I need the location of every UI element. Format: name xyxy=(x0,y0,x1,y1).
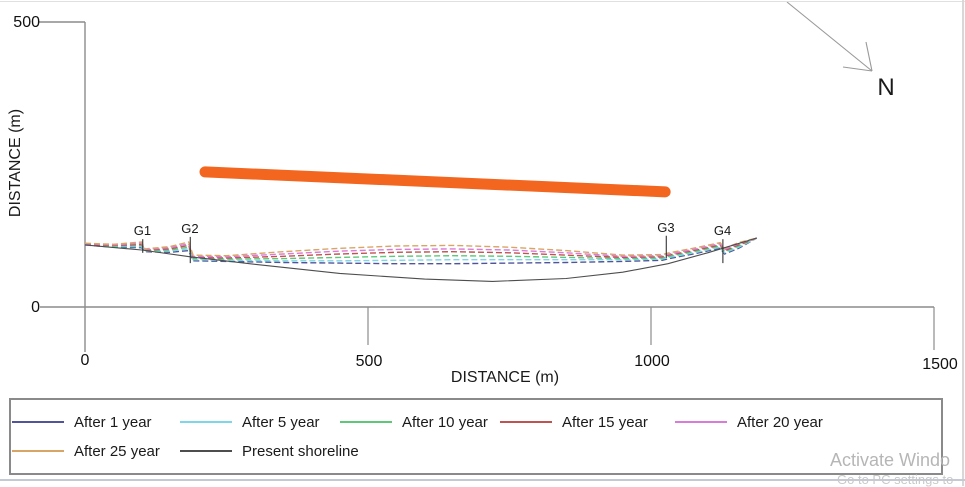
x-axis-tick-1000: 1000 xyxy=(634,353,670,370)
legend-label: After 1 year xyxy=(74,413,152,431)
window-right-edge xyxy=(962,0,964,486)
legend-item-after-5-year: After 5 year xyxy=(180,412,320,432)
legend-line-swatch xyxy=(180,421,232,423)
legend-line-swatch xyxy=(340,421,392,423)
x-axis-tick-0: 0 xyxy=(80,352,90,369)
north-label: N xyxy=(877,74,895,101)
legend-label: After 10 year xyxy=(402,413,488,431)
activation-watermark-line2: Go to PC settings to xyxy=(837,472,954,487)
activation-watermark-line1: Activate Windo xyxy=(830,450,951,470)
legend-label: After 15 year xyxy=(562,413,648,431)
legend: After 1 year After 5 year After 10 year … xyxy=(9,398,943,475)
window-top-edge xyxy=(0,1,965,2)
groin-label-g3: G3 xyxy=(657,220,674,235)
groin-label-g4: G4 xyxy=(714,223,731,238)
legend-item-present-shoreline: Present shoreline xyxy=(180,441,359,461)
series-after-5-year xyxy=(84,237,758,262)
legend-item-after-15-year: After 15 year xyxy=(500,412,648,432)
series-after-15-year xyxy=(84,237,758,259)
x-axis-tick-500: 500 xyxy=(355,353,383,370)
breakwater-bar xyxy=(199,166,671,198)
series-after-10-year xyxy=(84,237,758,260)
legend-label: After 20 year xyxy=(737,413,823,431)
legend-line-swatch xyxy=(675,421,727,423)
legend-item-after-25-year: After 25 year xyxy=(12,441,160,461)
legend-label: Present shoreline xyxy=(242,442,359,460)
y-axis-tick-500: 500 xyxy=(13,14,40,31)
legend-line-swatch xyxy=(12,421,64,423)
legend-item-after-20-year: After 20 year xyxy=(675,412,823,432)
legend-line-swatch xyxy=(12,450,64,452)
legend-line-swatch xyxy=(180,450,232,452)
north-arrow-barb xyxy=(865,41,873,72)
legend-label: After 25 year xyxy=(74,442,160,460)
legend-line-swatch xyxy=(500,421,552,423)
x-axis-title: DISTANCE (m) xyxy=(450,369,560,386)
series-after-25-year xyxy=(84,237,757,257)
groin-label-g1: G1 xyxy=(134,223,151,238)
legend-label: After 5 year xyxy=(242,413,320,431)
window-bottom-edge xyxy=(0,479,965,481)
x-axis-tick-1500: 1500 xyxy=(922,356,958,373)
y-axis-title: DISTANCE (m) xyxy=(7,108,24,218)
legend-item-after-1-year: After 1 year xyxy=(12,412,152,432)
series-after-20-year xyxy=(84,237,758,258)
groin-label-g2: G2 xyxy=(181,221,198,236)
north-arrow-barb xyxy=(842,66,873,72)
legend-item-after-10-year: After 10 year xyxy=(340,412,488,432)
north-arrow-shaft xyxy=(786,1,873,72)
y-axis-tick-0: 0 xyxy=(31,299,40,316)
